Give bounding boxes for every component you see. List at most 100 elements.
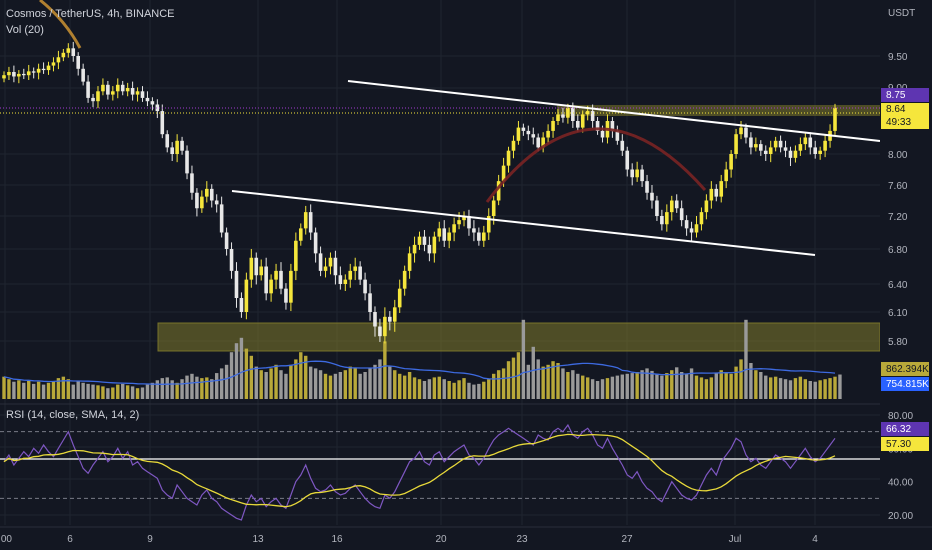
candle-body [684,220,689,229]
volume-bar [526,364,531,399]
rsi-tick-label: 20.00 [888,511,913,522]
candle-body [744,127,748,138]
candle-body [279,270,283,289]
price-tag-high: 8.75 [886,90,906,101]
candle-body [739,127,743,135]
volume-bars [2,319,842,399]
candle-body [46,65,51,71]
volume-bar [81,382,85,399]
candle-body [86,81,90,98]
candle-body [388,316,392,322]
rsi-pane [0,423,880,521]
volume-bar [195,376,199,399]
volume-bar [190,373,194,399]
candle-body [551,121,555,131]
candle-body [66,48,71,53]
candle-body [91,97,95,102]
volume-bar [615,375,620,399]
candle-body [135,91,140,95]
candle-body [76,56,80,69]
volume-bar [635,372,639,399]
volume-bar [793,378,798,399]
candle-body [41,68,46,71]
candle-body [556,114,560,121]
volume-bar [96,385,100,399]
volume-bar [506,361,511,399]
candle-body [343,279,348,284]
candle-body [412,244,417,254]
volume-bar [165,377,169,399]
volume-bar [650,370,654,399]
volume-bar [299,352,303,399]
price-axis[interactable]: USDT9.508.007.607.206.806.406.105.809.00… [880,0,932,550]
candle-body [467,216,471,229]
symbol-title[interactable]: Cosmos / TetherUS, 4h, BINANCE [6,8,175,20]
candle-body [274,270,278,280]
candle-body [496,181,501,201]
candle-body [536,137,541,148]
volume-bar [358,373,362,399]
rsi-tick-label: 40.00 [888,478,913,489]
candle-body [798,144,803,151]
volume-bar [531,346,535,399]
candle-body [541,137,545,148]
support-zone [157,322,881,352]
candle-body [808,137,813,148]
volume-bar [185,375,189,399]
volume-bar [121,383,125,399]
volume-bar [36,381,41,399]
volume-bar [798,376,803,399]
candle-body [818,150,822,154]
candle-body [783,147,788,151]
volume-ma-tag-bg [881,377,929,391]
volume-bar [71,384,75,399]
price-tick-label: 6.80 [888,245,908,256]
candle-body [773,140,778,148]
lower-trendline [231,190,816,256]
candle-body [793,150,798,158]
candle-body [224,232,229,249]
candle-body [200,196,204,209]
rsi-indicator-label[interactable]: RSI (14, close, SMA, 14, 2) [6,409,140,421]
volume-bar [739,359,743,399]
candle-body [472,228,476,233]
time-axis[interactable]: :00 6 9 13 16 20 23 27 Jul 4 [0,526,932,545]
volume-bar [388,366,392,399]
volume-bar [571,370,575,399]
time-tick-label: 27 [621,534,633,545]
candle-body [318,253,323,271]
volume-bar [22,382,26,399]
volume-bar [670,370,674,399]
candle-body [491,200,496,216]
time-tick-label: :00 [0,534,12,545]
volume-bar [259,370,263,399]
price-tick-label: 9.50 [888,52,908,63]
candle-body [679,208,684,221]
candle-body [724,169,728,182]
volume-indicator-label[interactable]: Vol (20) [6,24,44,36]
candle-body [165,134,170,148]
candle-body [482,232,486,241]
candle-body [368,293,372,312]
volume-bar [487,379,491,399]
candle-body [526,130,531,135]
volume-bar [269,368,273,399]
candle-body [595,121,600,131]
candle-body [615,130,620,141]
volume-bar [818,380,822,399]
candle-body [190,173,194,193]
volume-bar [581,375,585,399]
candle-body [383,316,387,337]
volume-bar [363,372,367,399]
candle-body [363,279,367,294]
volume-bar [437,376,441,399]
candle-body [180,140,184,151]
volume-bar [432,377,437,399]
volume-bar [729,373,733,399]
candle-body [694,224,699,233]
candle-body [407,253,412,271]
candle-body [254,257,259,276]
volume-bar [838,374,842,399]
